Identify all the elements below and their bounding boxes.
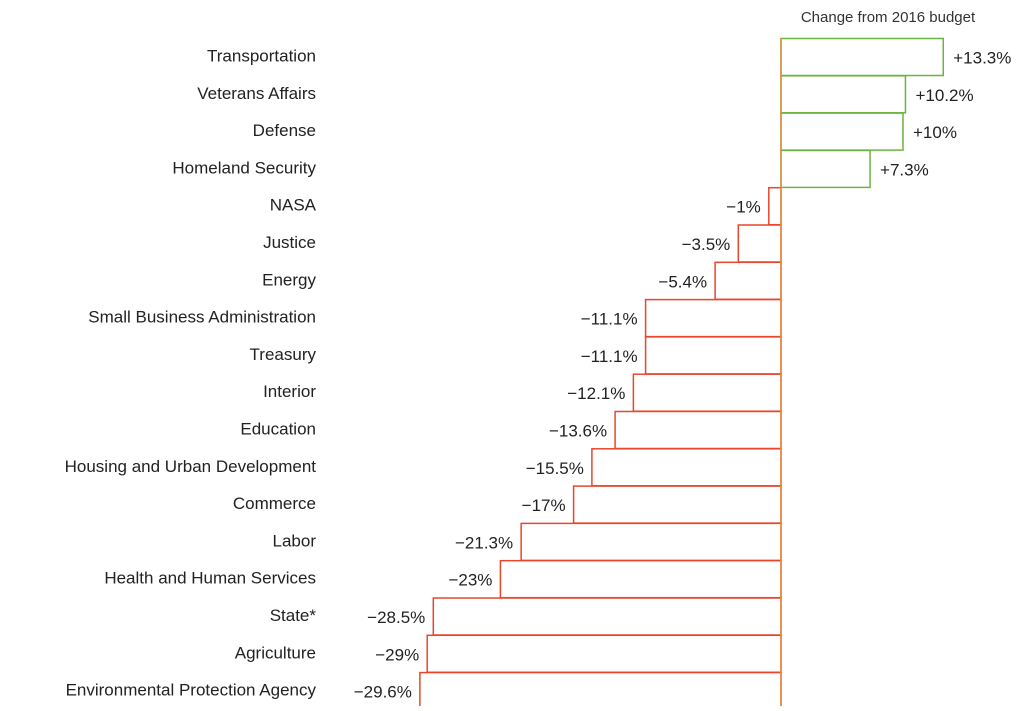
value-label: −15.5%: [526, 459, 584, 478]
category-label: Homeland Security: [172, 158, 316, 177]
category-label: NASA: [270, 196, 317, 215]
category-label: Veterans Affairs: [197, 84, 316, 103]
bar: [644, 298, 782, 338]
category-label: Transportation: [207, 46, 316, 65]
value-label: −5.4%: [658, 272, 707, 291]
value-label: −13.6%: [549, 421, 607, 440]
category-label: Small Business Administration: [88, 308, 316, 327]
bar: [780, 112, 904, 151]
value-label: −11.1%: [581, 347, 638, 366]
category-label: Defense: [253, 121, 316, 140]
chart-title: Change from 2016 budget: [801, 9, 976, 26]
bar: [520, 522, 782, 562]
value-label: −29%: [375, 645, 419, 664]
bar: [432, 597, 782, 636]
value-label: +10%: [913, 123, 957, 142]
category-label: Labor: [273, 531, 317, 550]
bar: [499, 559, 782, 599]
bar: [419, 671, 782, 711]
category-label: Housing and Urban Development: [65, 457, 317, 476]
bar: [426, 634, 782, 674]
value-label: −1%: [726, 198, 761, 217]
bar: [644, 336, 782, 375]
value-label: +7.3%: [880, 160, 929, 179]
value-label: −23%: [448, 571, 492, 590]
value-label: +10.2%: [915, 86, 973, 105]
bar: [768, 186, 782, 226]
bar: [632, 373, 782, 412]
category-label: Interior: [263, 382, 316, 401]
value-label: −28.5%: [367, 608, 425, 627]
category-label: Treasury: [250, 345, 317, 364]
value-label: −29.6%: [354, 683, 412, 702]
category-label: Commerce: [233, 494, 316, 513]
value-label: +13.3%: [953, 48, 1011, 67]
bar: [780, 149, 871, 189]
category-label: State*: [270, 606, 317, 625]
category-label: Justice: [263, 233, 316, 252]
bar: [737, 224, 782, 263]
bar: [780, 75, 907, 114]
category-label: Education: [240, 419, 316, 438]
bar: [780, 37, 945, 77]
bar: [714, 261, 782, 301]
bar: [572, 485, 782, 524]
value-label: −11.1%: [581, 310, 638, 329]
value-label: −21.3%: [455, 533, 513, 552]
value-label: −3.5%: [682, 235, 731, 254]
category-label: Environmental Protection Agency: [66, 681, 317, 700]
value-label: −17%: [522, 496, 566, 515]
bar: [591, 448, 782, 487]
bar: [614, 410, 782, 450]
category-label: Agriculture: [235, 643, 316, 662]
value-label: −12.1%: [567, 384, 625, 403]
category-label: Energy: [262, 270, 316, 289]
category-label: Health and Human Services: [104, 569, 316, 588]
